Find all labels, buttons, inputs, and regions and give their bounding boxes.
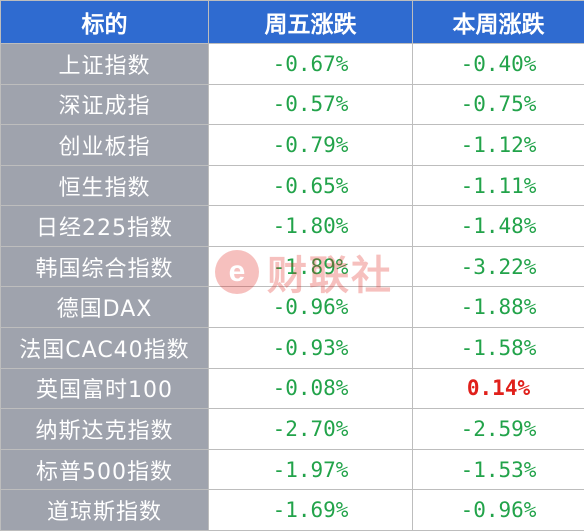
weekly-change: -2.59% [412, 408, 584, 450]
index-name: 上证指数 [0, 43, 209, 85]
friday-change: -1.69% [208, 489, 413, 531]
friday-change: -0.65% [208, 164, 413, 207]
table-row: 创业板指 -0.79% -1.12% [0, 124, 584, 166]
header-friday-change: 周五涨跌 [208, 0, 413, 44]
index-name: 法国CAC40指数 [0, 327, 209, 369]
table-row: 德国DAX -0.96% -1.88% [0, 286, 584, 329]
header-weekly-change: 本周涨跌 [412, 0, 584, 44]
friday-change: -0.96% [208, 286, 413, 329]
table-row: 英国富时100 -0.08% 0.14% [0, 367, 584, 410]
index-name: 创业板指 [0, 124, 209, 166]
index-name: 韩国综合指数 [0, 245, 209, 288]
header-row: 标的 周五涨跌 本周涨跌 [0, 0, 584, 44]
index-name: 日经225指数 [0, 205, 209, 247]
index-name: 德国DAX [0, 286, 209, 329]
table-row: 纳斯达克指数 -2.70% -2.59% [0, 408, 584, 450]
table-row: 法国CAC40指数 -0.93% -1.58% [0, 327, 584, 369]
friday-change: -2.70% [208, 408, 413, 450]
weekly-change: -1.58% [412, 327, 584, 369]
weekly-change: -1.53% [412, 448, 584, 491]
table-row: 韩国综合指数 -1.89% -3.22% [0, 245, 584, 288]
friday-change: -1.97% [208, 448, 413, 491]
index-name: 道琼斯指数 [0, 489, 209, 531]
weekly-change: -1.48% [412, 205, 584, 247]
friday-change: -1.80% [208, 205, 413, 247]
index-name: 纳斯达克指数 [0, 408, 209, 450]
index-name: 标普500指数 [0, 448, 209, 491]
header-index: 标的 [0, 0, 209, 44]
friday-change: -0.67% [208, 43, 413, 85]
weekly-change: -0.96% [412, 489, 584, 531]
table-row: 恒生指数 -0.65% -1.11% [0, 164, 584, 207]
weekly-change: -1.12% [412, 124, 584, 166]
friday-change: -0.79% [208, 124, 413, 166]
friday-change: -0.08% [208, 367, 413, 410]
friday-change: -1.89% [208, 245, 413, 288]
weekly-change: 0.14% [412, 367, 584, 410]
table-row: 日经225指数 -1.80% -1.48% [0, 205, 584, 247]
weekly-change: -3.22% [412, 245, 584, 288]
table-row: 道琼斯指数 -1.69% -0.96% [0, 489, 584, 531]
table-row: 标普500指数 -1.97% -1.53% [0, 448, 584, 491]
table-body: 上证指数 -0.67% -0.40% 深证成指 -0.57% -0.75% 创业板指 -0.7… [0, 43, 584, 531]
friday-change: -0.93% [208, 327, 413, 369]
weekly-change: -0.75% [412, 83, 584, 126]
weekly-change: -1.88% [412, 286, 584, 329]
index-name: 英国富时100 [0, 367, 209, 410]
table-row: 上证指数 -0.67% -0.40% [0, 43, 584, 85]
weekly-change: -1.11% [412, 164, 584, 207]
friday-change: -0.57% [208, 83, 413, 126]
index-name: 恒生指数 [0, 164, 209, 207]
index-name: 深证成指 [0, 83, 209, 126]
table-row: 深证成指 -0.57% -0.75% [0, 83, 584, 126]
weekly-change: -0.40% [412, 43, 584, 85]
